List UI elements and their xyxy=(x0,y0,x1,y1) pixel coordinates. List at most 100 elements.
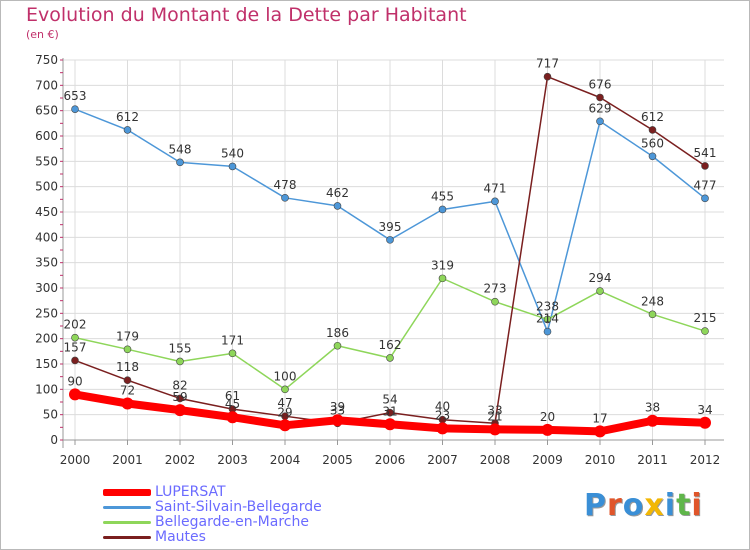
data-point-mautes xyxy=(596,93,604,102)
data-label-saint-silvain-bellegarde: 560 xyxy=(641,136,664,150)
y-tick-label: 0 xyxy=(50,433,58,447)
data-point-bellegarde-en-marche xyxy=(281,385,289,394)
data-label-saint-silvain-bellegarde: 612 xyxy=(116,110,139,124)
logo-letter: P xyxy=(584,488,607,523)
data-label-lupersat: 20 xyxy=(540,410,555,424)
data-label-lupersat: 17 xyxy=(592,411,607,425)
data-label-bellegarde-en-marche: 215 xyxy=(694,311,717,325)
data-label-lupersat: 45 xyxy=(225,397,240,411)
y-tick-label: 550 xyxy=(35,154,58,168)
data-point-saint-silvain-bellegarde xyxy=(71,105,79,113)
data-point-mautes xyxy=(701,162,709,170)
data-label-bellegarde-en-marche: 179 xyxy=(116,329,139,343)
legend-label-lupersat: LUPERSAT xyxy=(155,484,226,500)
x-tick-label: 2007 xyxy=(427,453,458,467)
data-label-saint-silvain-bellegarde: 471 xyxy=(484,181,507,195)
y-tick-label: 300 xyxy=(35,281,58,295)
y-tick-label: 500 xyxy=(35,180,58,194)
legend-label-bellegarde-en-marche: Bellegarde-en-Marche xyxy=(155,514,309,530)
data-point-saint-silvain-bellegarde xyxy=(648,152,657,161)
y-tick-label: 450 xyxy=(35,205,58,219)
legend-swatch-lupersat xyxy=(103,488,151,496)
legend-swatch-mautes xyxy=(103,535,151,539)
y-tick-label: 200 xyxy=(35,332,58,346)
data-label-mautes: 717 xyxy=(536,57,559,71)
data-label-mautes: 40 xyxy=(435,400,450,414)
data-point-lupersat xyxy=(594,425,606,438)
logo-letter: x xyxy=(644,488,665,523)
data-point-lupersat xyxy=(331,414,344,427)
legend-swatch-saint-silvain-bellegarde xyxy=(103,505,151,509)
data-label-bellegarde-en-marche: 319 xyxy=(431,258,454,272)
y-tick-label: 250 xyxy=(35,306,58,320)
data-point-lupersat xyxy=(541,423,554,436)
data-label-lupersat: 31 xyxy=(382,404,397,418)
x-tick-label: 2010 xyxy=(585,453,616,467)
data-point-lupersat xyxy=(69,388,81,401)
data-label-bellegarde-en-marche: 238 xyxy=(536,299,559,313)
y-tick-label: 650 xyxy=(35,104,58,118)
data-label-mautes: 541 xyxy=(694,146,717,160)
legend-swatch-bellegarde-en-marche xyxy=(103,520,151,524)
data-point-bellegarde-en-marche xyxy=(438,274,447,283)
y-tick-label: 100 xyxy=(35,382,58,396)
data-point-lupersat xyxy=(121,397,134,410)
y-tick-label: 400 xyxy=(35,230,58,244)
data-label-bellegarde-en-marche: 202 xyxy=(64,318,87,332)
data-label-mautes: 676 xyxy=(589,77,612,91)
legend-label-mautes: Mautes xyxy=(155,529,206,545)
x-tick-label: 2009 xyxy=(532,453,563,467)
data-point-lupersat xyxy=(436,422,449,435)
data-point-mautes xyxy=(543,72,552,81)
legend-item-saint-silvain-bellegarde: Saint-Silvain-Bellegarde xyxy=(103,499,322,515)
y-tick-label: 350 xyxy=(35,256,58,270)
data-label-bellegarde-en-marche: 100 xyxy=(274,369,297,383)
proxiti-logo: Proxiti xyxy=(584,488,703,523)
data-point-lupersat xyxy=(384,418,396,431)
data-point-saint-silvain-bellegarde xyxy=(123,126,132,134)
data-point-bellegarde-en-marche xyxy=(596,287,604,295)
x-tick-label: 2011 xyxy=(637,453,668,467)
logo-letter: o xyxy=(622,488,645,523)
x-tick-label: 2008 xyxy=(480,453,511,467)
data-label-bellegarde-en-marche: 248 xyxy=(641,294,664,308)
legend-item-bellegarde-en-marche: Bellegarde-en-Marche xyxy=(103,514,309,530)
x-tick-label: 2004 xyxy=(270,453,301,467)
data-label-lupersat: 90 xyxy=(67,374,82,388)
data-point-saint-silvain-bellegarde xyxy=(438,205,447,214)
data-label-lupersat: 72 xyxy=(120,384,135,398)
legend-item-mautes: Mautes xyxy=(103,529,206,545)
data-point-saint-silvain-bellegarde xyxy=(491,197,499,206)
data-point-lupersat xyxy=(699,416,711,429)
data-label-saint-silvain-bellegarde: 462 xyxy=(326,186,349,200)
data-label-mautes: 33 xyxy=(487,403,502,417)
x-tick-label: 2012 xyxy=(690,453,721,467)
data-label-lupersat: 21 xyxy=(487,409,502,423)
data-label-saint-silvain-bellegarde: 540 xyxy=(221,146,244,160)
data-label-lupersat: 34 xyxy=(697,403,712,417)
x-tick-label: 2005 xyxy=(322,453,353,467)
data-point-saint-silvain-bellegarde xyxy=(543,327,552,336)
data-point-saint-silvain-bellegarde xyxy=(281,194,289,202)
data-point-saint-silvain-bellegarde xyxy=(386,236,394,244)
data-label-bellegarde-en-marche: 162 xyxy=(379,338,402,352)
data-point-mautes xyxy=(176,394,184,403)
data-point-lupersat xyxy=(279,419,291,432)
data-label-bellegarde-en-marche: 273 xyxy=(484,282,507,296)
data-label-saint-silvain-bellegarde: 548 xyxy=(169,142,192,156)
data-label-lupersat: 29 xyxy=(277,405,292,419)
data-label-saint-silvain-bellegarde: 214 xyxy=(536,312,559,326)
data-point-lupersat xyxy=(174,404,186,417)
chart-title: Evolution du Montant de la Dette par Hab… xyxy=(26,4,467,26)
data-label-mautes: 82 xyxy=(172,378,187,392)
data-label-saint-silvain-bellegarde: 395 xyxy=(379,220,402,234)
legend-label-saint-silvain-bellegarde: Saint-Silvain-Bellegarde xyxy=(155,499,322,515)
data-point-saint-silvain-bellegarde xyxy=(333,202,342,210)
data-point-mautes xyxy=(386,408,394,417)
data-label-bellegarde-en-marche: 155 xyxy=(169,341,192,355)
data-label-saint-silvain-bellegarde: 477 xyxy=(694,178,717,192)
data-label-mautes: 61 xyxy=(225,389,240,403)
data-label-lupersat: 23 xyxy=(435,408,450,422)
x-tick-label: 2003 xyxy=(217,453,248,467)
